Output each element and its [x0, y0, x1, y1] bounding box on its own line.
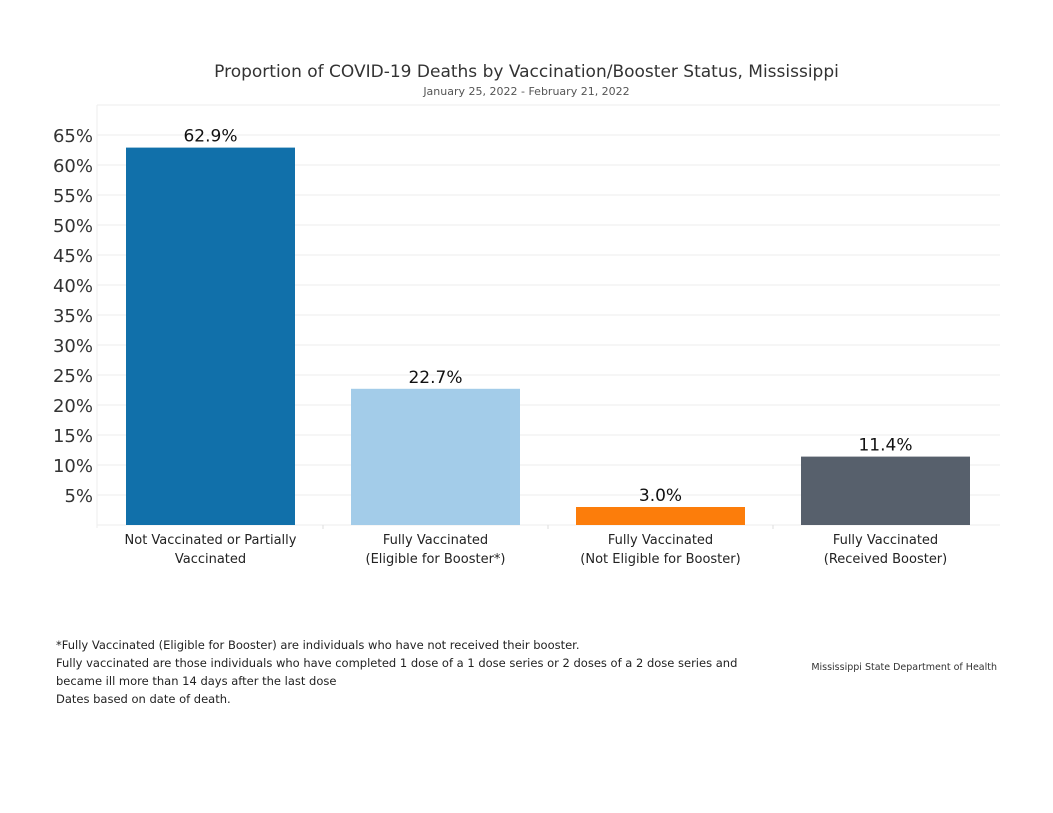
y-tick-label: 55% — [53, 186, 93, 207]
data-label: 62.9% — [183, 127, 237, 147]
y-tick-label: 10% — [53, 456, 93, 477]
x-tick-label: (Eligible for Booster*) — [366, 552, 506, 567]
y-tick-label: 25% — [53, 366, 93, 387]
bar — [801, 456, 970, 525]
y-tick-label: 65% — [53, 126, 93, 147]
y-tick-label: 15% — [53, 426, 93, 447]
bar — [351, 388, 520, 525]
footnote: Dates based on date of death. — [56, 692, 231, 706]
y-tick-label: 45% — [53, 246, 93, 267]
footnote: *Fully Vaccinated (Eligible for Booster)… — [56, 638, 580, 652]
footnotes: *Fully Vaccinated (Eligible for Booster)… — [56, 636, 737, 708]
y-tick-label: 40% — [53, 276, 93, 297]
chart-title: Proportion of COVID-19 Deaths by Vaccina… — [214, 62, 839, 82]
x-tick-label: Fully Vaccinated — [833, 533, 938, 548]
y-tick-label: 35% — [53, 306, 93, 327]
source-credit: Mississippi State Department of Health — [811, 662, 997, 673]
data-label: 22.7% — [408, 368, 462, 388]
footnote: became ill more than 14 days after the l… — [56, 674, 337, 688]
x-tick-label: (Not Eligible for Booster) — [580, 552, 740, 567]
bar — [126, 147, 295, 525]
bar — [576, 507, 745, 525]
data-label: 3.0% — [639, 486, 682, 506]
y-tick-label: 30% — [53, 336, 93, 357]
x-tick-label: Fully Vaccinated — [608, 533, 713, 548]
y-tick-label: 60% — [53, 156, 93, 177]
x-tick-label: Fully Vaccinated — [383, 533, 488, 548]
data-label: 11.4% — [858, 436, 912, 456]
x-tick-label: Vaccinated — [175, 552, 246, 567]
x-tick-label: (Received Booster) — [824, 552, 947, 567]
chart-subtitle: January 25, 2022 - February 21, 2022 — [423, 85, 630, 98]
y-tick-label: 5% — [64, 486, 93, 507]
y-tick-label: 20% — [53, 396, 93, 417]
x-tick-label: Not Vaccinated or Partially — [125, 533, 297, 548]
y-tick-label: 50% — [53, 216, 93, 237]
footnote: Fully vaccinated are those individuals w… — [56, 656, 738, 670]
